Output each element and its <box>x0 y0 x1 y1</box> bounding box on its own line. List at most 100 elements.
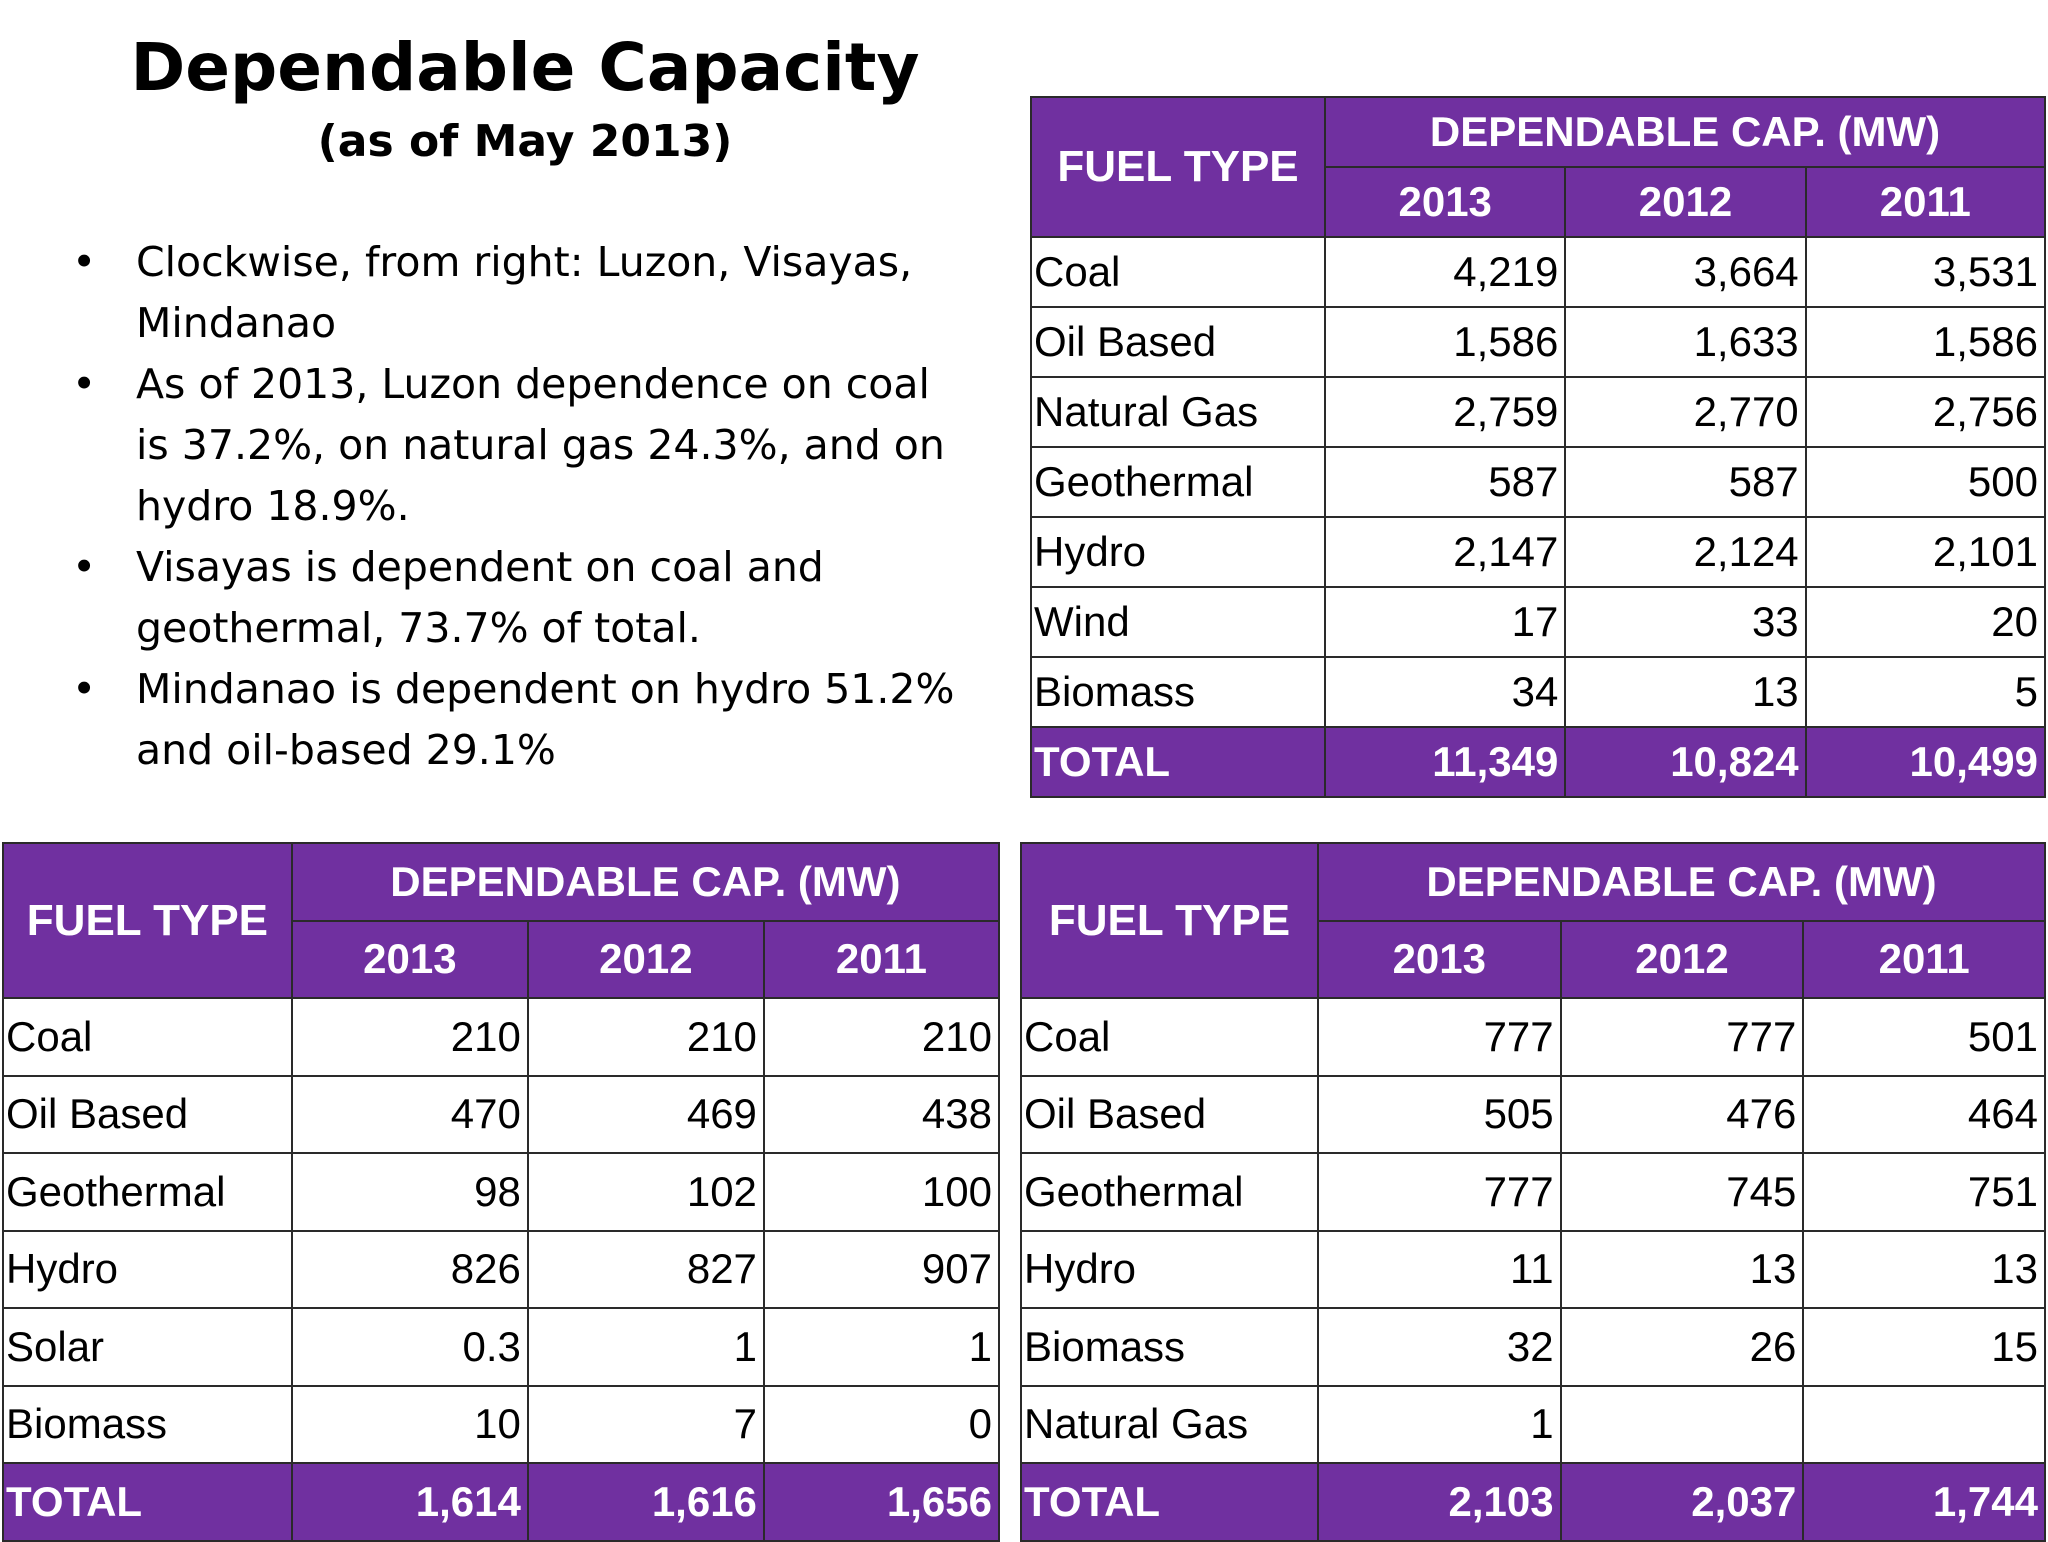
table-row: Wind 17 33 20 <box>1029 586 2047 658</box>
bullet-text: As of 2013, Luzon dependence on coal is … <box>136 360 945 530</box>
total-2013: 2,103 <box>1316 1462 1562 1542</box>
value-2011: 210 <box>762 997 1001 1077</box>
value-2011: 15 <box>1802 1307 2046 1387</box>
bullet-list: • Clockwise, from right: Luzon, Visayas, … <box>66 232 966 781</box>
year-header-2011: 2011 <box>762 919 1001 999</box>
fuel-type-header: FUEL TYPE <box>2 842 293 999</box>
value-2011: 751 <box>1802 1152 2046 1232</box>
value-2012: 210 <box>526 997 765 1077</box>
value-2013: 34 <box>1324 656 1567 728</box>
value-2011: 20 <box>1804 586 2047 658</box>
fuel-name: Oil Based <box>1029 306 1327 378</box>
total-label: TOTAL <box>1029 726 1327 798</box>
table-row: Geothermal 777 745 751 <box>1020 1152 2046 1232</box>
dependable-cap-header: DEPENDABLE CAP. (MW) <box>290 842 1001 922</box>
value-2011 <box>1802 1384 2046 1464</box>
value-2012: 33 <box>1564 586 1807 658</box>
table-row: Oil Based 505 476 464 <box>1020 1074 2046 1154</box>
total-2011: 1,744 <box>1802 1462 2046 1542</box>
value-2013: 17 <box>1324 586 1567 658</box>
table-row: Natural Gas 2,759 2,770 2,756 <box>1029 376 2047 448</box>
value-2013: 32 <box>1316 1307 1562 1387</box>
fuel-name: Natural Gas <box>1029 376 1327 448</box>
year-header-2011: 2011 <box>1804 166 2047 238</box>
value-2013: 1 <box>1316 1384 1562 1464</box>
value-2012: 13 <box>1564 656 1807 728</box>
mindanao-capacity-table: FUEL TYPE DEPENDABLE CAP. (MW) 2013 2012… <box>2 842 1001 1542</box>
dependable-cap-header: DEPENDABLE CAP. (MW) <box>1316 842 2047 922</box>
table-row: Coal 777 777 501 <box>1020 997 2046 1077</box>
value-2012: 13 <box>1559 1229 1805 1309</box>
value-2012: 777 <box>1559 997 1805 1077</box>
value-2012: 26 <box>1559 1307 1805 1387</box>
fuel-name: Hydro <box>2 1229 293 1309</box>
table-row: Coal 4,219 3,664 3,531 <box>1029 236 2047 308</box>
year-header-2012: 2012 <box>1559 919 1805 999</box>
value-2012: 1,633 <box>1564 306 1807 378</box>
fuel-name: Wind <box>1029 586 1327 658</box>
year-header-2013: 2013 <box>290 919 529 999</box>
value-2011: 2,101 <box>1804 516 2047 588</box>
table-row: Coal 210 210 210 <box>2 997 1001 1077</box>
fuel-name: Biomass <box>1029 656 1327 728</box>
total-row: TOTAL 1,614 1,616 1,656 <box>2 1462 1001 1542</box>
bullet-item: • Visayas is dependent on coal and geothe… <box>66 537 966 659</box>
total-row: TOTAL 11,349 10,824 10,499 <box>1029 726 2047 798</box>
total-2013: 11,349 <box>1324 726 1567 798</box>
fuel-name: Geothermal <box>2 1152 293 1232</box>
table-row: Hydro 11 13 13 <box>1020 1229 2046 1309</box>
bullet-text: Mindanao is dependent on hydro 51.2% and… <box>136 665 955 774</box>
table-row: Geothermal 587 587 500 <box>1029 446 2047 518</box>
value-2012: 745 <box>1559 1152 1805 1232</box>
total-2012: 10,824 <box>1564 726 1807 798</box>
table-row: Biomass 34 13 5 <box>1029 656 2047 728</box>
bullet-text: Clockwise, from right: Luzon, Visayas, M… <box>136 238 913 347</box>
table-row: Geothermal 98 102 100 <box>2 1152 1001 1232</box>
bullet-icon: • <box>72 543 97 591</box>
total-label: TOTAL <box>2 1462 293 1542</box>
value-2011: 0 <box>762 1384 1001 1464</box>
total-2011: 1,656 <box>762 1462 1001 1542</box>
value-2011: 1,586 <box>1804 306 2047 378</box>
year-header-2011: 2011 <box>1802 919 2046 999</box>
value-2012: 7 <box>526 1384 765 1464</box>
dependable-cap-header: DEPENDABLE CAP. (MW) <box>1324 96 2046 168</box>
value-2011: 2,756 <box>1804 376 2047 448</box>
value-2013: 11 <box>1316 1229 1562 1309</box>
fuel-name: Coal <box>1029 236 1327 308</box>
value-2013: 587 <box>1324 446 1567 518</box>
bullet-icon: • <box>72 665 97 713</box>
table-row: Solar 0.3 1 1 <box>2 1307 1001 1387</box>
fuel-type-header: FUEL TYPE <box>1020 842 1319 999</box>
value-2013: 10 <box>290 1384 529 1464</box>
value-2012: 3,664 <box>1564 236 1807 308</box>
fuel-name: Geothermal <box>1020 1152 1319 1232</box>
total-label: TOTAL <box>1020 1462 1319 1542</box>
table-row: Biomass 10 7 0 <box>2 1384 1001 1464</box>
year-header-2013: 2013 <box>1316 919 1562 999</box>
value-2013: 505 <box>1316 1074 1562 1154</box>
fuel-name: Natural Gas <box>1020 1384 1319 1464</box>
fuel-name: Hydro <box>1020 1229 1319 1309</box>
fuel-name: Coal <box>2 997 293 1077</box>
table-row: Oil Based 1,586 1,633 1,586 <box>1029 306 2047 378</box>
value-2013: 98 <box>290 1152 529 1232</box>
value-2012: 827 <box>526 1229 765 1309</box>
total-row: TOTAL 2,103 2,037 1,744 <box>1020 1462 2046 1542</box>
total-2013: 1,614 <box>290 1462 529 1542</box>
fuel-name: Oil Based <box>2 1074 293 1154</box>
value-2011: 464 <box>1802 1074 2046 1154</box>
value-2013: 2,759 <box>1324 376 1567 448</box>
value-2012 <box>1559 1384 1805 1464</box>
value-2011: 5 <box>1804 656 2047 728</box>
value-2013: 777 <box>1316 997 1562 1077</box>
year-header-2013: 2013 <box>1324 166 1567 238</box>
value-2011: 500 <box>1804 446 2047 518</box>
value-2011: 907 <box>762 1229 1001 1309</box>
value-2011: 438 <box>762 1074 1001 1154</box>
value-2011: 501 <box>1802 997 2046 1077</box>
total-2012: 1,616 <box>526 1462 765 1542</box>
value-2011: 3,531 <box>1804 236 2047 308</box>
value-2012: 476 <box>1559 1074 1805 1154</box>
table-row: Biomass 32 26 15 <box>1020 1307 2046 1387</box>
